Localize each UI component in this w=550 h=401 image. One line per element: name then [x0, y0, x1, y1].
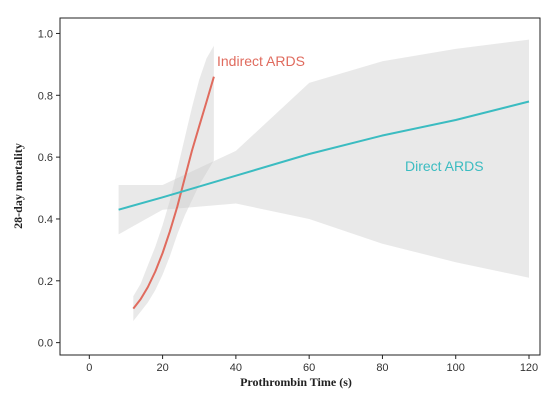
series-label-direct-ards: Direct ARDS	[405, 158, 484, 174]
ci-band-indirect-ards	[133, 45, 214, 322]
y-tick-label: 1.0	[38, 28, 53, 40]
ci-band-direct-ards	[118, 39, 529, 278]
series-line-direct-ards	[118, 100, 530, 211]
x-tick-label: 60	[303, 362, 315, 374]
x-tick-label: 80	[376, 362, 388, 374]
y-tick-label: 0.8	[38, 90, 53, 102]
x-tick-label: 40	[230, 362, 242, 374]
x-tick-label: 100	[447, 362, 465, 374]
series-line-indirect-ards	[132, 76, 215, 310]
x-tick-label: 120	[520, 362, 538, 374]
y-tick-label: 0.2	[38, 276, 53, 288]
y-axis-title: 28-day mortality	[11, 143, 25, 229]
x-axis-title: Prothrombin Time (s)	[240, 375, 352, 389]
y-tick-label: 0.0	[38, 338, 53, 350]
x-tick-label: 0	[86, 362, 92, 374]
plot-frame	[59, 17, 541, 356]
series-label-indirect-ards: Indirect ARDS	[217, 53, 305, 69]
y-tick-label: 0.4	[38, 214, 53, 226]
x-tick-label: 20	[156, 362, 168, 374]
y-tick-label: 0.6	[38, 152, 53, 164]
